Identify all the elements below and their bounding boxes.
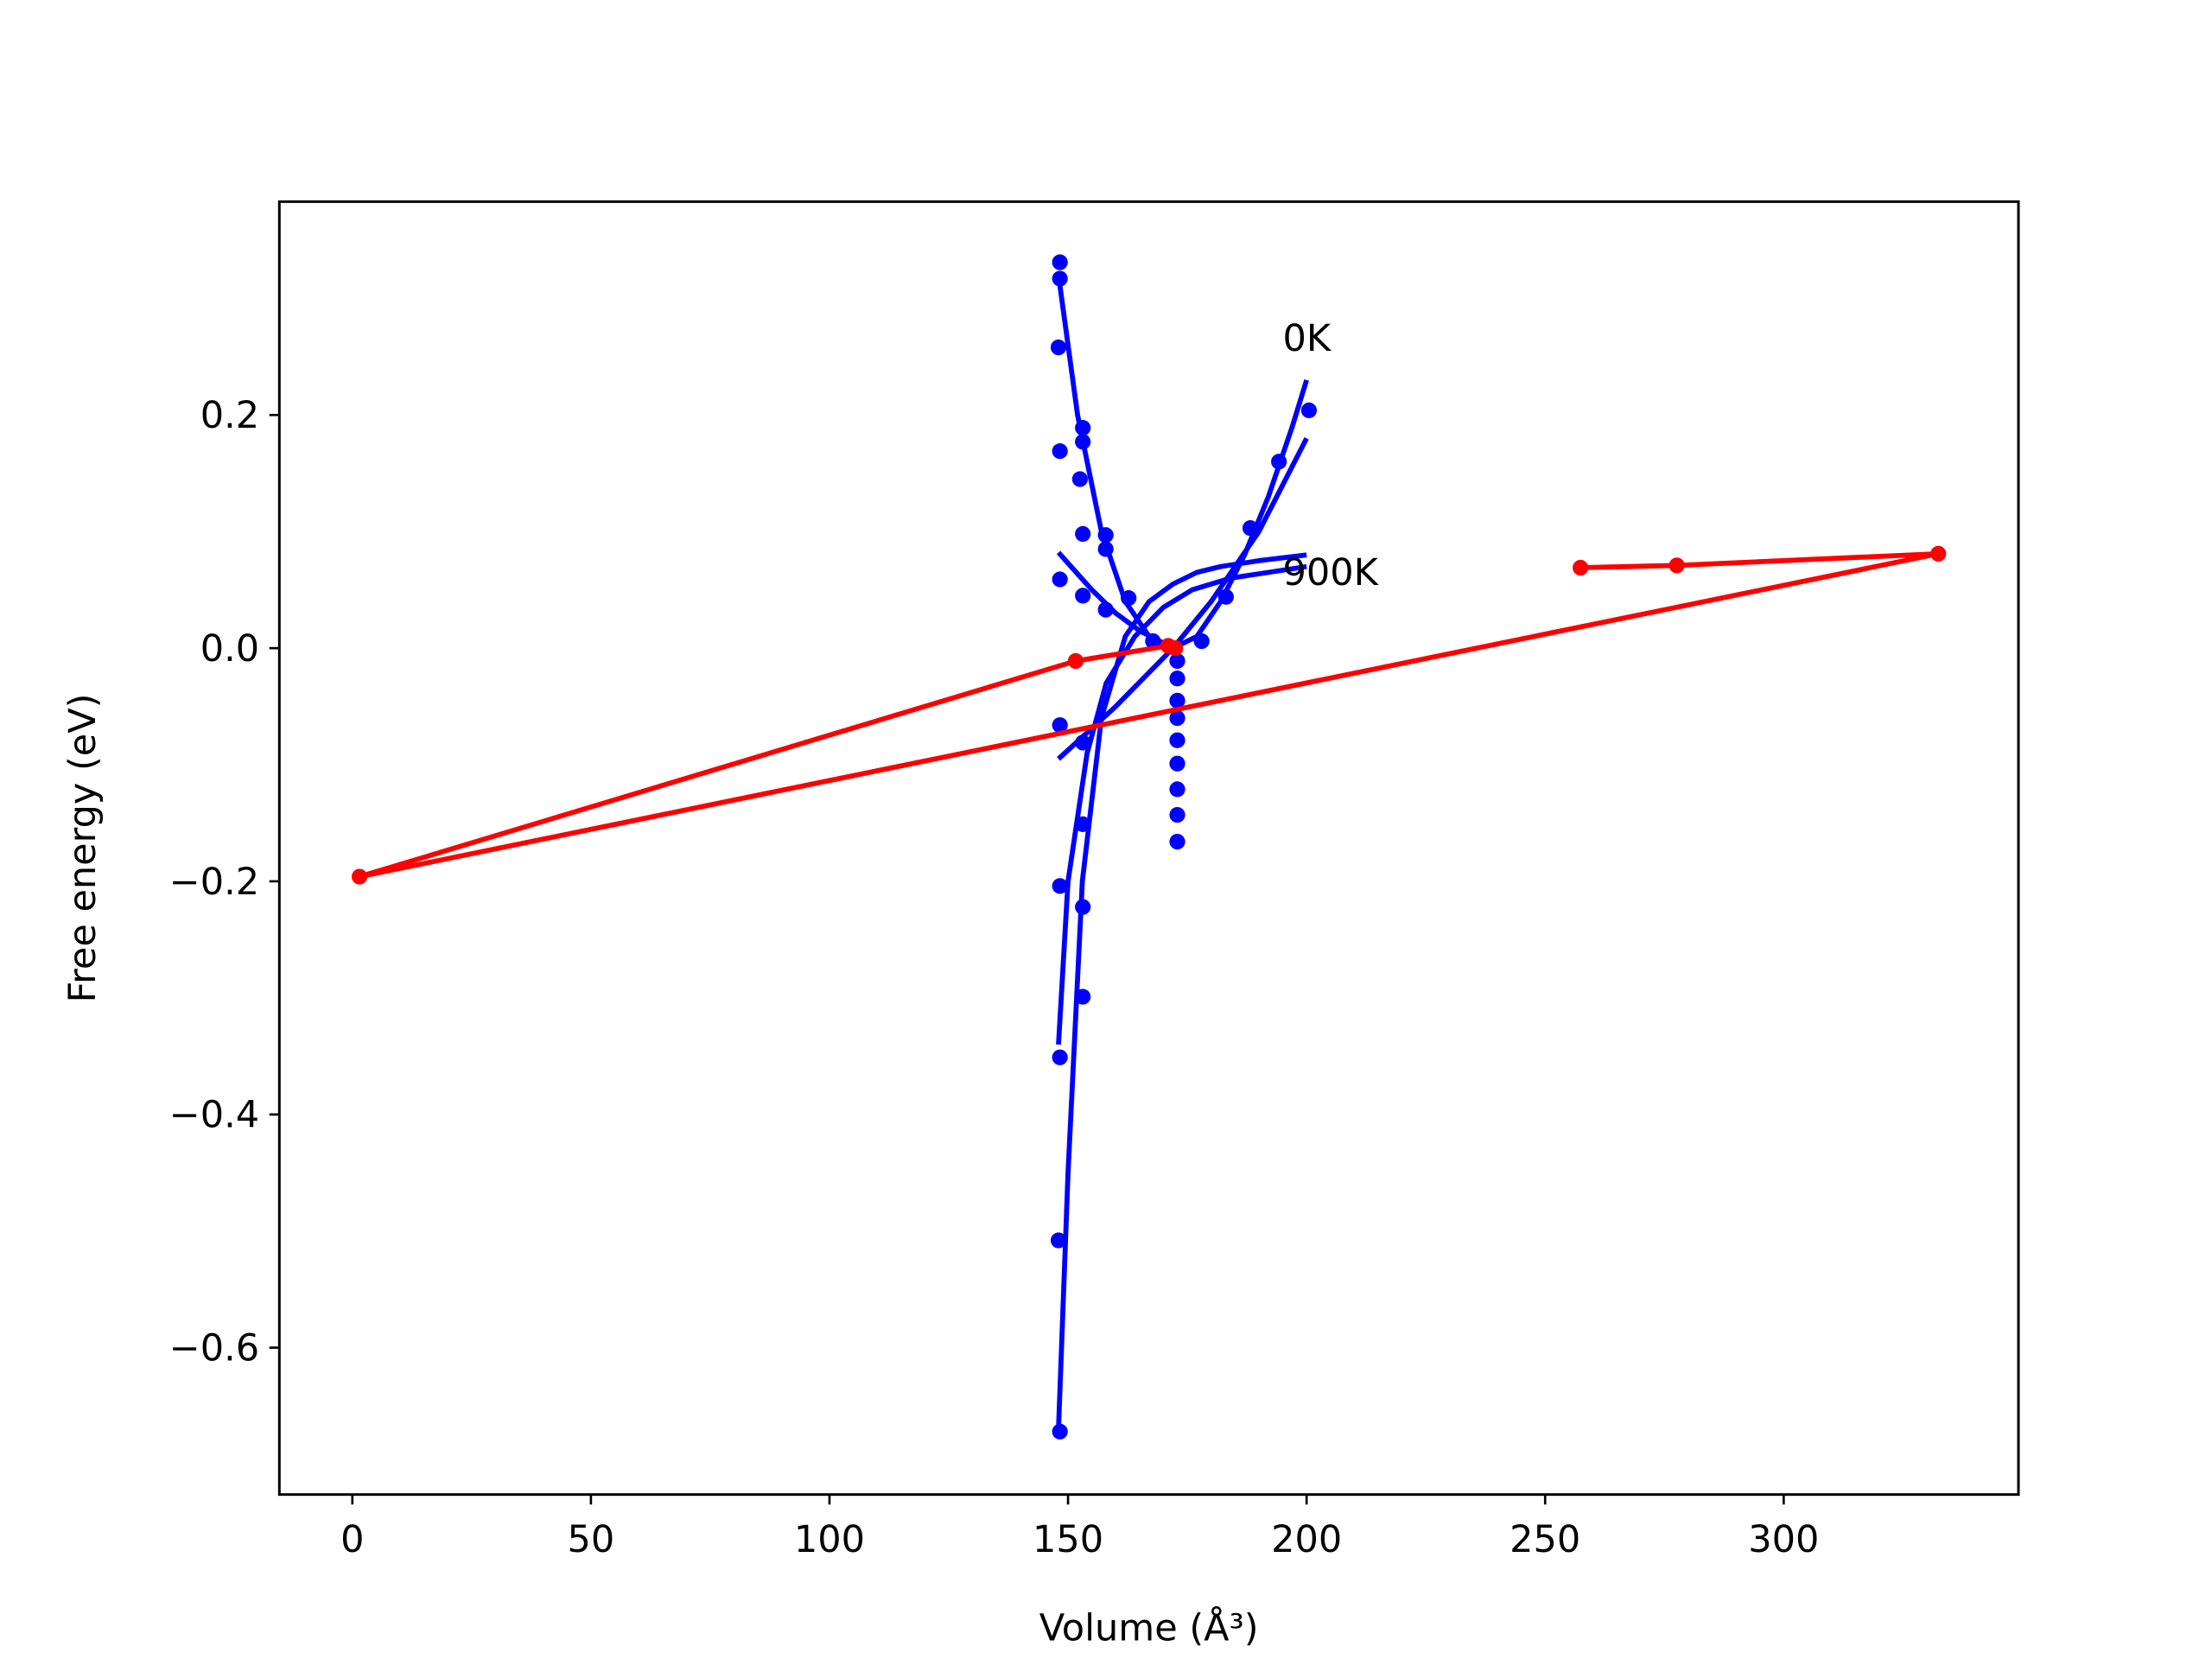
point [1669, 557, 1685, 574]
y-tick-label: 0.0 [200, 627, 259, 671]
point [1300, 402, 1318, 418]
point [1050, 1232, 1067, 1249]
point [1052, 717, 1068, 734]
point [1169, 732, 1185, 748]
x-tick-label: 250 [1510, 1518, 1580, 1561]
point [1052, 1049, 1068, 1065]
point [1169, 652, 1185, 670]
plot-frame [277, 200, 2020, 1497]
point [1169, 833, 1185, 850]
y-tick-label: −0.6 [169, 1327, 259, 1370]
x-tick-label: 150 [1033, 1518, 1103, 1561]
point [1052, 443, 1068, 460]
point [1052, 571, 1068, 588]
point [1169, 692, 1185, 709]
point [1052, 878, 1068, 894]
annotation: 900K [1283, 551, 1380, 594]
x-axis-label: Volume (Å³) [1039, 1605, 1259, 1649]
annotation: 0K [1283, 317, 1332, 360]
point [1572, 559, 1589, 576]
x-tick-label: 100 [794, 1518, 865, 1561]
y-axis-label: Free energy (eV) [61, 694, 105, 1003]
point [1169, 671, 1185, 687]
point [1067, 652, 1084, 670]
point [1169, 709, 1185, 727]
series-line [1056, 550, 1174, 651]
point [1169, 806, 1185, 823]
point [1075, 525, 1091, 543]
point [1071, 471, 1088, 487]
series-line [1056, 563, 1307, 1046]
point [1052, 254, 1068, 270]
y-tick-label: −0.4 [169, 1094, 259, 1137]
point [1050, 339, 1067, 356]
point [1169, 755, 1185, 772]
x-tick-label: 200 [1271, 1518, 1342, 1561]
point [1167, 640, 1184, 657]
point [1075, 588, 1091, 604]
y-tick-label: 0.2 [200, 394, 259, 437]
point [351, 868, 368, 885]
x-tick-label: 0 [340, 1518, 364, 1561]
x-tick-label: 50 [568, 1518, 615, 1561]
point [1169, 781, 1185, 798]
x-tick-label: 300 [1748, 1518, 1819, 1561]
series-line [1057, 436, 1309, 761]
point [1930, 545, 1947, 562]
series-line [1056, 274, 1309, 652]
y-tick-label: −0.2 [169, 861, 259, 904]
point [1052, 1423, 1068, 1440]
